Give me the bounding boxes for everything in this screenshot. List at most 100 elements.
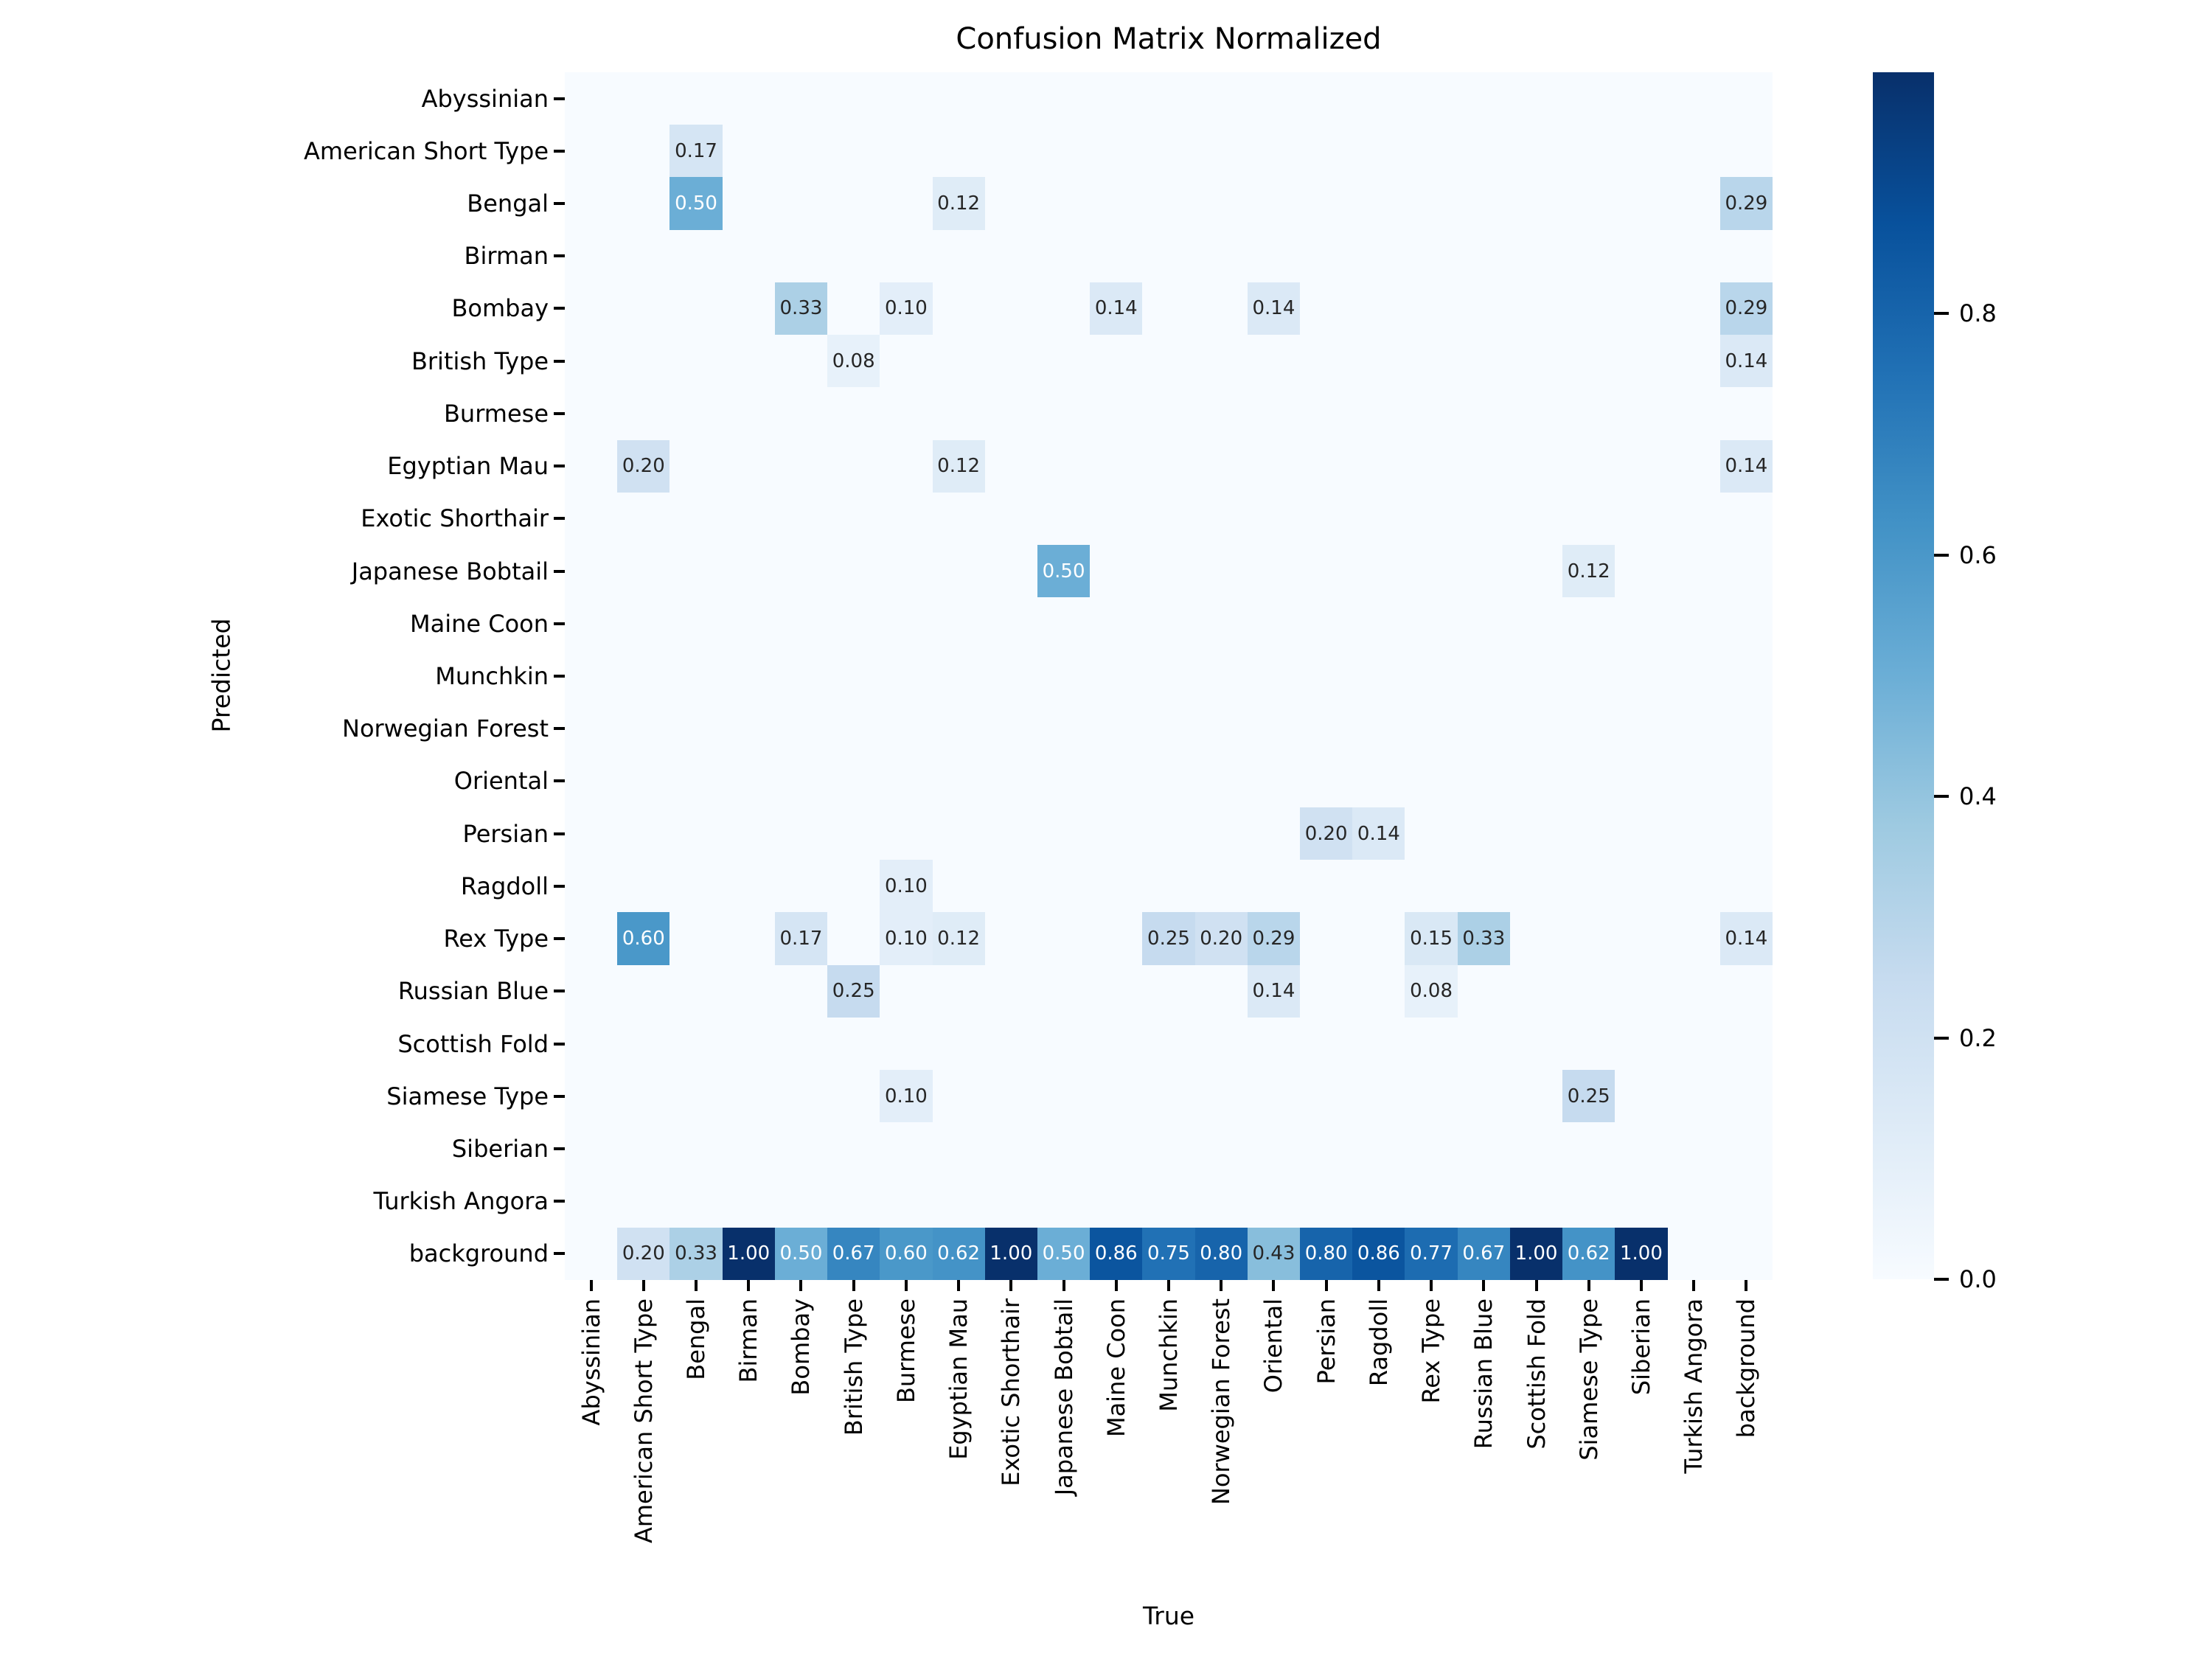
heatmap-cell: 0.29 [1247,912,1301,965]
y-tick-label: Bengal [467,189,549,218]
x-tick-label: Russian Blue [1470,1298,1498,1450]
y-tick-label: Birman [464,242,549,271]
y-tick-mark [554,97,565,100]
x-tick-label: American Short Type [629,1298,658,1543]
x-tick-mark [1430,1280,1433,1291]
colorbar-tick-mark [1934,1278,1949,1281]
heatmap-cell: 0.12 [932,177,985,230]
x-tick-label: Munchkin [1155,1298,1183,1412]
x-tick-mark [1220,1280,1223,1291]
y-tick-mark [554,937,565,941]
y-tick-mark [554,1147,565,1150]
x-tick-mark [1009,1280,1013,1291]
colorbar-tick-label: 0.4 [1959,782,1997,811]
heatmap-cell: 0.14 [1247,964,1301,1018]
y-tick-label: Russian Blue [397,977,549,1006]
x-tick-label: Abyssinian [577,1298,605,1426]
y-tick-label: Turkish Angora [373,1187,549,1216]
x-tick-mark [641,1280,645,1291]
x-tick-label: Maine Coon [1102,1298,1130,1438]
x-tick-mark [1272,1280,1276,1291]
heatmap-cell: 0.14 [1719,335,1773,388]
heatmap-cell: 0.10 [880,282,933,335]
heatmap-plot-area: 0.17 0.50 0.12 0.29 0.33 0.10 0.14 0.14 0.29 0.08… [565,72,1773,1280]
x-tick-mark [1692,1280,1696,1291]
x-tick-label: Oriental [1259,1298,1288,1394]
y-tick-label: Norwegian Forest [342,714,549,743]
y-tick-label: Siberian [451,1134,549,1163]
y-tick-label: Burmese [443,399,549,428]
y-tick-label: Egyptian Mau [387,452,549,481]
x-tick-label: British Type [839,1298,868,1436]
y-tick-label: Bombay [451,294,549,323]
heatmap-cell: 0.20 [617,1227,670,1280]
heatmap-cell: 0.43 [1247,1227,1301,1280]
heatmap-cell: 0.25 [1562,1070,1615,1123]
y-tick-mark [554,569,565,573]
x-tick-mark [1167,1280,1170,1291]
x-tick-label: Scottish Fold [1522,1298,1551,1450]
colorbar-tick-label: 0.6 [1959,540,1997,569]
x-tick-mark [1114,1280,1118,1291]
y-tick-mark [554,832,565,835]
x-tick-mark [1324,1280,1328,1291]
x-tick-mark [799,1280,803,1291]
y-tick-mark [554,517,565,521]
y-tick-mark [554,990,565,993]
x-tick-label: Turkish Angora [1680,1298,1708,1474]
y-tick-label: background [408,1239,549,1268]
heatmap-cell: 0.20 [1194,912,1248,965]
x-tick-label: Norwegian Forest [1207,1298,1236,1505]
heatmap-cell: 0.14 [1090,282,1143,335]
x-tick-mark [1587,1280,1590,1291]
y-tick-label: Siamese Type [386,1082,549,1110]
heatmap-cell: 0.77 [1405,1227,1458,1280]
colorbar-tick-label: 0.2 [1959,1023,1997,1052]
y-tick-mark [554,202,565,206]
heatmap-cell: 0.10 [880,860,933,913]
x-tick-label: Bombay [787,1298,815,1396]
x-tick-mark [852,1280,855,1291]
y-tick-mark [554,622,565,625]
y-tick-label: Rex Type [443,925,549,953]
x-tick-mark [1482,1280,1486,1291]
heatmap-cell: 0.50 [1037,544,1091,598]
heatmap-cell: 0.14 [1719,912,1773,965]
y-tick-label: Maine Coon [409,609,549,638]
colorbar-tick-mark [1934,795,1949,799]
heatmap-cell: 0.80 [1300,1227,1353,1280]
y-tick-mark [554,307,565,310]
heatmap-cell: 0.10 [880,1070,933,1123]
heatmap-cell: 0.15 [1405,912,1458,965]
y-tick-mark [554,411,565,415]
x-tick-mark [747,1280,751,1291]
heatmap-cell: 0.33 [669,1227,723,1280]
x-tick-mark [589,1280,593,1291]
heatmap-cell: 0.62 [1562,1227,1615,1280]
heatmap-cell: 0.60 [617,912,670,965]
colorbar-tick-mark [1934,1036,1949,1040]
heatmap-cell: 0.12 [932,439,985,493]
y-tick-label: American Short Type [304,136,549,165]
y-tick-mark [554,254,565,258]
colorbar-tick-mark [1934,553,1949,557]
y-tick-mark [554,884,565,888]
heatmap-cell: 0.86 [1090,1227,1143,1280]
heatmap-cell: 0.86 [1352,1227,1405,1280]
y-tick-label: British Type [411,347,549,375]
x-tick-label: Exotic Shorthair [997,1298,1026,1486]
heatmap-cell: 0.80 [1194,1227,1248,1280]
x-tick-label: Egyptian Mau [945,1298,973,1460]
heatmap-cell: 0.10 [880,912,933,965]
heatmap-cell: 0.62 [932,1227,985,1280]
x-tick-mark [1639,1280,1643,1291]
heatmap-cell: 1.00 [984,1227,1037,1280]
y-tick-mark [554,1252,565,1256]
heatmap-cell: 0.33 [1457,912,1510,965]
x-tick-label: Burmese [891,1298,920,1404]
colorbar-tick-label: 0.0 [1959,1265,1997,1293]
heatmap-cell: 0.67 [827,1227,880,1280]
heatmap-cell: 1.00 [722,1227,775,1280]
heatmap-cell: 0.17 [774,912,828,965]
